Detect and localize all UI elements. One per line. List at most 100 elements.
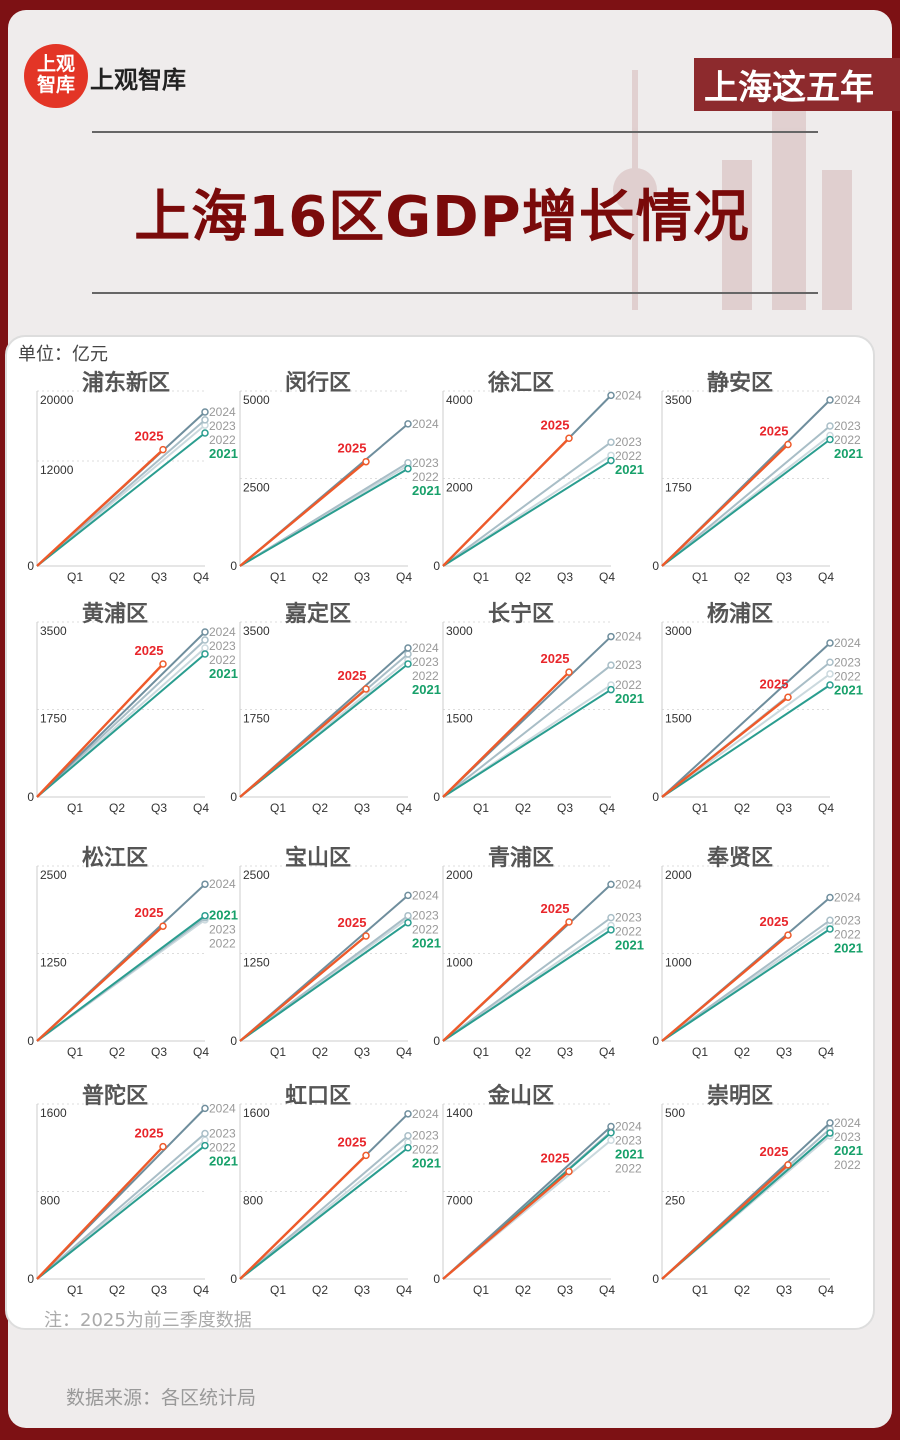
series-line-2023: [36, 1132, 206, 1280]
series-label-2021: 2021: [412, 1156, 441, 1171]
data-point-2021: [607, 685, 615, 694]
district-title: 崇明区: [707, 1084, 774, 1109]
series-label-2024: 2024: [834, 1116, 861, 1130]
data-point-2023: [607, 913, 615, 922]
x-tick-label: Q1: [270, 1283, 286, 1297]
y-tick-label: 0: [27, 790, 34, 804]
y-tick-label: 250: [665, 1194, 685, 1208]
series-label-2023: 2023: [209, 639, 236, 653]
x-tick-label: Q2: [312, 1045, 328, 1059]
y-tick-label: 800: [40, 1194, 60, 1208]
series-label-2024: 2024: [412, 1107, 439, 1121]
data-point-2022: [826, 670, 834, 678]
series-label-2022: 2022: [209, 653, 236, 667]
series-label-2021: 2021: [834, 940, 863, 955]
y-tick-label: 0: [652, 1272, 659, 1286]
x-tick-label: Q2: [515, 1045, 531, 1059]
series-label-2024: 2024: [412, 417, 439, 431]
x-tick-label: Q4: [599, 1283, 615, 1297]
data-point-2024: [201, 408, 209, 416]
x-tick-label: Q1: [473, 1045, 489, 1059]
data-point-2023: [826, 422, 834, 430]
x-tick-label: Q3: [354, 1045, 370, 1059]
series-line-2025: [442, 437, 570, 567]
page-title: 上海16区GDP增长情况: [134, 185, 750, 250]
series-label-2022: 2022: [412, 1143, 439, 1157]
y-tick-label: 0: [27, 559, 34, 573]
series-label-2025: 2025: [338, 1134, 367, 1149]
series-label-2022: 2022: [615, 678, 642, 692]
data-point-2024: [826, 396, 834, 404]
y-tick-label: 2500: [243, 481, 270, 495]
series-line-2025: [661, 934, 789, 1042]
series-label-2021: 2021: [834, 682, 863, 697]
series-label-2022: 2022: [834, 433, 861, 447]
y-tick-label: 0: [230, 790, 237, 804]
series-label-2024: 2024: [615, 877, 642, 891]
x-tick-label: Q1: [67, 570, 83, 584]
x-tick-label: Q4: [818, 1283, 834, 1297]
x-tick-label: Q2: [109, 1283, 125, 1297]
series-label-2023: 2023: [412, 1129, 439, 1143]
series-label-2024: 2024: [209, 1101, 236, 1115]
district-panel: 0 1500 3000 Q1 Q2 Q3 Q4 2024 2023 2022 2021 2025 长宁区: [406, 592, 644, 824]
series-line-2024: [36, 631, 206, 798]
series-label-2025: 2025: [541, 901, 570, 916]
x-tick-label: Q3: [354, 801, 370, 815]
series-line-2021: [36, 653, 206, 798]
district-title: 宝山区: [285, 846, 352, 871]
series-label-2024: 2024: [412, 888, 439, 902]
x-tick-label: Q4: [599, 801, 615, 815]
series-label-2022: 2022: [834, 669, 861, 683]
district-title: 奉贤区: [707, 846, 774, 871]
x-tick-label: Q2: [312, 570, 328, 584]
series-label-2025: 2025: [135, 643, 164, 658]
y-tick-label: 2000: [665, 868, 692, 882]
x-tick-label: Q2: [312, 801, 328, 815]
series-label-2022: 2022: [615, 925, 642, 939]
series-label-2023: 2023: [615, 658, 642, 672]
series-line-2025: [661, 1164, 789, 1280]
series-line-2025: [661, 443, 789, 567]
series-label-2021: 2021: [412, 936, 441, 951]
x-tick-label: Q2: [515, 1283, 531, 1297]
series-label-2025: 2025: [541, 417, 570, 432]
data-source: 数据来源：各区统计局: [66, 1387, 257, 1409]
district-panel: 0 7000 1400 Q1 Q2 Q3 Q4 2024 2023 2021 2022 2025 金山区: [406, 1074, 644, 1306]
series-label-2025: 2025: [541, 1151, 570, 1166]
y-tick-label: 1000: [665, 956, 692, 970]
series-line-2021: [239, 921, 409, 1042]
data-point-2023: [826, 916, 834, 924]
district-title: 杨浦区: [707, 602, 774, 627]
series-line-2023: [442, 916, 612, 1042]
district-panel: 0 1500 3000 Q1 Q2 Q3 Q4 2024 2023 2022 2021 2025 杨浦区: [625, 592, 863, 824]
data-point-2024: [826, 639, 834, 647]
data-point-2025: [565, 918, 573, 926]
series-label-2021: 2021: [209, 446, 238, 461]
series-label-2021: 2021: [412, 682, 441, 697]
x-tick-label: Q2: [515, 801, 531, 815]
data-point-2025: [565, 434, 573, 442]
y-tick-label: 0: [652, 1034, 659, 1048]
series-label-2025: 2025: [135, 429, 164, 444]
x-tick-label: Q4: [818, 801, 834, 815]
x-tick-label: Q3: [776, 1283, 792, 1297]
y-tick-label: 0: [652, 559, 659, 573]
data-point-2023: [607, 661, 615, 669]
x-tick-label: Q4: [396, 570, 412, 584]
y-tick-label: 1750: [665, 481, 692, 495]
data-point-2024: [201, 1104, 209, 1113]
data-point-2023: [607, 438, 615, 446]
series-label-2023: 2023: [615, 911, 642, 925]
data-point-2021: [404, 918, 412, 927]
district-title: 青浦区: [488, 846, 555, 871]
series-line-2023: [442, 441, 612, 567]
y-tick-label: 1250: [40, 956, 67, 970]
x-tick-label: Q4: [193, 1045, 209, 1059]
